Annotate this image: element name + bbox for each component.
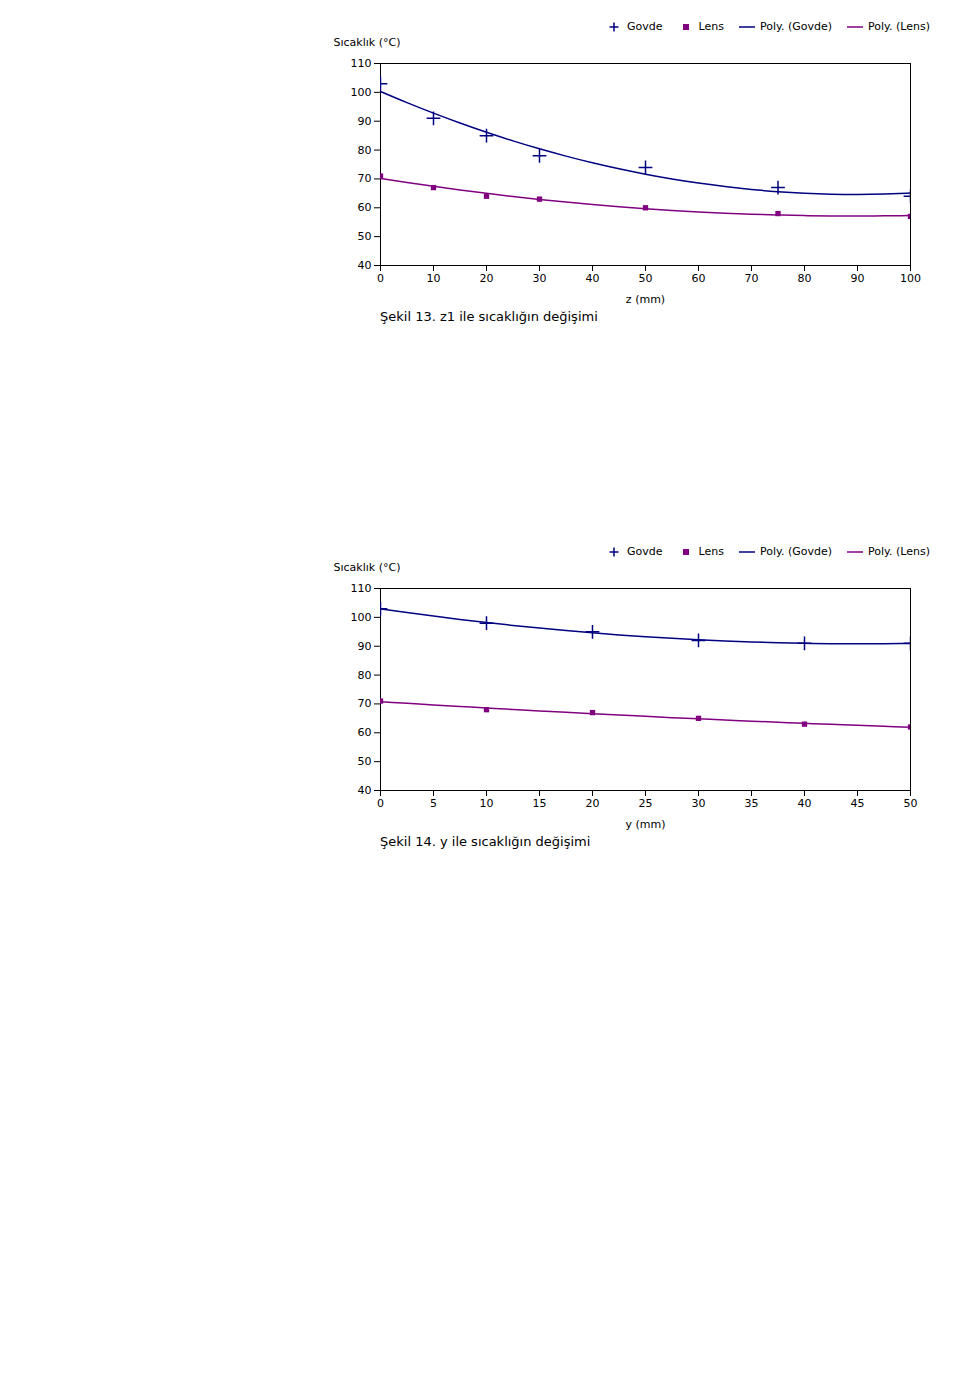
svg-text:110: 110	[351, 582, 372, 595]
svg-text:60: 60	[358, 201, 372, 214]
svg-text:60: 60	[692, 272, 706, 285]
svg-text:10: 10	[480, 797, 494, 810]
svg-text:45: 45	[851, 797, 865, 810]
svg-text:70: 70	[745, 272, 759, 285]
svg-text:30: 30	[533, 272, 547, 285]
svg-text:100: 100	[351, 611, 372, 624]
svg-text:10: 10	[427, 272, 441, 285]
svg-text:y (mm): y (mm)	[625, 818, 665, 831]
svg-text:20: 20	[480, 272, 494, 285]
html-text:Poly. (Govde): Poly. (Govde)	[760, 545, 832, 558]
svg-text:40: 40	[586, 272, 600, 285]
html-text:Lens: Lens	[698, 20, 724, 33]
html-text:Govde: Govde	[627, 545, 663, 558]
svg-text:40: 40	[798, 797, 812, 810]
html-text:Lens: Lens	[698, 545, 724, 558]
svg-text:90: 90	[358, 640, 372, 653]
svg-text:60: 60	[358, 726, 372, 739]
svg-text:70: 70	[358, 172, 372, 185]
svg-text:80: 80	[358, 669, 372, 682]
html-text:Şekil 14. y ile sıcaklığın değ: Şekil 14. y ile sıcaklığın değişimi	[380, 834, 591, 849]
svg-text:50: 50	[639, 272, 653, 285]
svg-text:50: 50	[904, 797, 918, 810]
svg-text:40: 40	[358, 259, 372, 272]
svg-text:100: 100	[900, 272, 921, 285]
svg-text:50: 50	[358, 230, 372, 243]
svg-text:40: 40	[358, 784, 372, 797]
svg-text:0: 0	[377, 272, 384, 285]
html-text:Poly. (Govde): Poly. (Govde)	[760, 20, 832, 33]
svg-text:90: 90	[358, 115, 372, 128]
svg-text:15: 15	[533, 797, 547, 810]
svg-text:25: 25	[639, 797, 653, 810]
html-text:Şekil 13. z1 ile sıcaklığın de: Şekil 13. z1 ile sıcaklığın değişimi	[380, 309, 598, 324]
svg-text:110: 110	[351, 57, 372, 70]
html-text:Poly. (Lens): Poly. (Lens)	[868, 545, 930, 558]
svg-text:20: 20	[586, 797, 600, 810]
svg-text:5: 5	[430, 797, 437, 810]
svg-text:Sıcaklık (°C): Sıcaklık (°C)	[334, 561, 401, 574]
svg-text:30: 30	[692, 797, 706, 810]
svg-text:50: 50	[358, 755, 372, 768]
html-text:Poly. (Lens): Poly. (Lens)	[868, 20, 930, 33]
svg-text:80: 80	[798, 272, 812, 285]
svg-text:Sıcaklık (°C): Sıcaklık (°C)	[334, 36, 401, 49]
svg-text:0: 0	[377, 797, 384, 810]
svg-text:35: 35	[745, 797, 759, 810]
html-text:Govde: Govde	[627, 20, 663, 33]
svg-text:z (mm): z (mm)	[626, 293, 665, 306]
svg-text:80: 80	[358, 144, 372, 157]
svg-text:90: 90	[851, 272, 865, 285]
svg-text:100: 100	[351, 86, 372, 99]
svg-text:70: 70	[358, 697, 372, 710]
